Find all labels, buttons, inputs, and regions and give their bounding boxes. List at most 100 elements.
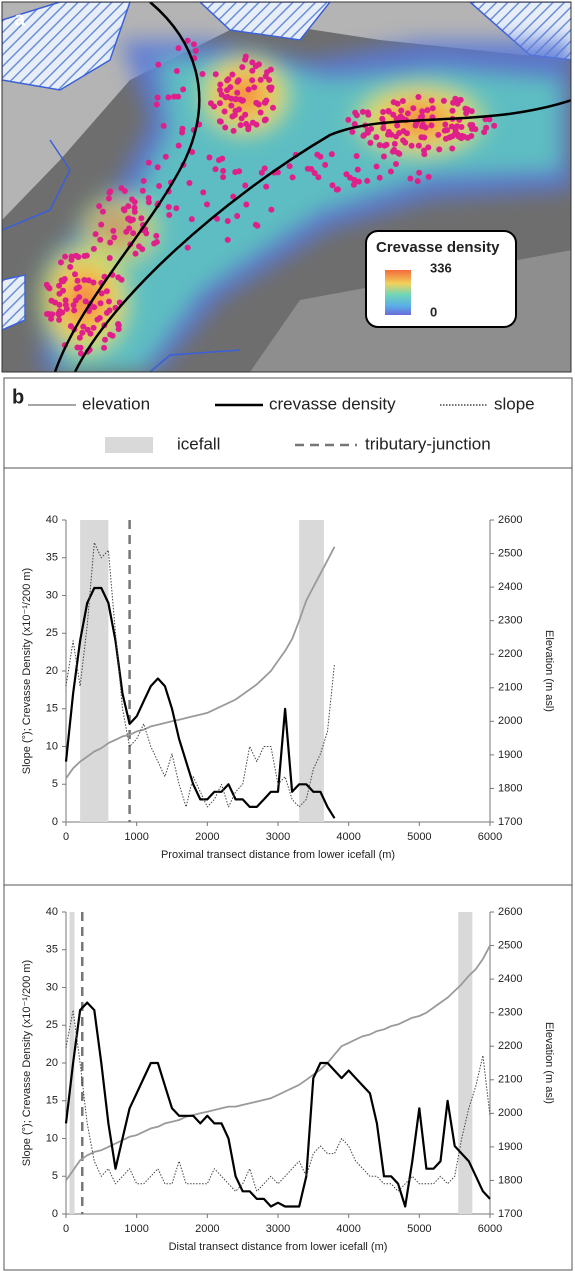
crevasse-point xyxy=(354,153,360,159)
crevasse-point xyxy=(154,101,160,107)
x-tick-label: 1000 xyxy=(124,831,148,843)
crevasse-point xyxy=(106,196,112,202)
crevasse-point xyxy=(96,203,102,209)
crevasse-point xyxy=(217,82,223,88)
crevasse-point xyxy=(225,76,231,82)
y2-tick-label: 2600 xyxy=(498,514,522,526)
crevasse-point xyxy=(236,106,242,112)
crevasse-point xyxy=(416,143,422,149)
crevasse-point xyxy=(345,117,351,123)
crevasse-point xyxy=(227,84,233,90)
crevasse-point xyxy=(262,99,268,105)
x-tick-label: 1000 xyxy=(124,1223,148,1235)
y-tick-label: 20 xyxy=(46,665,58,677)
crevasse-point xyxy=(365,112,371,118)
crevasse-point xyxy=(424,107,430,113)
y2-tick-label: 1800 xyxy=(498,1174,522,1186)
crevasse-point xyxy=(243,202,249,208)
crevasse-point xyxy=(404,130,410,136)
y-tick-label: 35 xyxy=(46,944,58,956)
crevasse-point xyxy=(254,223,260,229)
crevasse-point xyxy=(85,327,91,333)
y2-tick-label: 2200 xyxy=(498,648,522,660)
crevasse-point xyxy=(430,105,436,111)
crevasse-point xyxy=(243,54,249,60)
crevasse-point xyxy=(222,124,228,130)
crevasse-point xyxy=(75,254,81,260)
x-tick-label: 0 xyxy=(63,1223,69,1235)
crevasse-point xyxy=(463,110,469,116)
crevasse-point xyxy=(442,121,448,127)
x-tick-label: 3000 xyxy=(266,1223,290,1235)
crevasse-point xyxy=(329,182,335,188)
y2-tick-label: 1900 xyxy=(498,749,522,761)
crevasse-point xyxy=(390,149,396,155)
crevasse-point xyxy=(102,337,108,343)
crevasse-point xyxy=(415,178,421,184)
crevasse-point xyxy=(93,231,99,237)
crevasse-point xyxy=(393,161,399,167)
y-tick-label: 10 xyxy=(46,1132,58,1144)
crevasse-point xyxy=(354,112,360,118)
crevasse-point xyxy=(367,140,373,146)
crevasse-point xyxy=(239,64,245,70)
crevasse-point xyxy=(83,298,89,304)
crevasse-point xyxy=(48,298,54,304)
x-tick-label: 4000 xyxy=(336,831,360,843)
crevasse-point xyxy=(140,188,146,194)
crevasse-point xyxy=(185,245,191,251)
crevasse-point xyxy=(446,134,452,140)
crevasse-point xyxy=(232,112,238,118)
crevasse-point xyxy=(380,109,386,115)
color-bar xyxy=(385,270,411,315)
y2-tick-label: 1800 xyxy=(498,782,522,794)
crevasse-point xyxy=(49,311,55,317)
x-tick-label: 5000 xyxy=(407,1223,431,1235)
crevasse-point xyxy=(390,112,396,118)
y-tick-label: 30 xyxy=(46,981,58,993)
crevasse-point xyxy=(395,101,401,107)
crevasse-point xyxy=(174,68,180,74)
crevasse-point xyxy=(382,143,388,149)
x-tick-label: 5000 xyxy=(407,831,431,843)
y-tick-label: 40 xyxy=(46,514,58,526)
crevasse-point xyxy=(266,77,272,83)
crevasse-point xyxy=(290,174,296,180)
crevasse-point xyxy=(409,143,415,149)
crevasse-point xyxy=(111,234,117,240)
crevasse-point xyxy=(268,207,274,213)
crevasse-point xyxy=(229,96,235,102)
crevasse-point xyxy=(415,94,421,100)
crevasse-point xyxy=(469,108,475,114)
y2-tick-label: 1700 xyxy=(498,1208,522,1220)
legend-label: icefall xyxy=(177,434,220,453)
crevasse-point xyxy=(213,71,219,77)
y2-axis-title: Elevation (m asl) xyxy=(543,1022,555,1104)
series-line xyxy=(66,1003,490,1207)
crevasse-point xyxy=(191,41,197,47)
crevasse-point xyxy=(269,85,275,91)
crevasse-point xyxy=(426,174,432,180)
crevasse-point xyxy=(393,134,399,140)
legend-label: elevation xyxy=(82,394,150,413)
crevasse-point xyxy=(155,164,161,170)
y-tick-label: 20 xyxy=(46,1057,58,1069)
y2-tick-label: 2500 xyxy=(498,547,522,559)
crevasse-point xyxy=(287,163,293,169)
crevasse-point xyxy=(141,178,147,184)
crevasse-point xyxy=(166,204,172,210)
crevasse-point xyxy=(418,134,424,140)
crevasse-point xyxy=(116,326,122,332)
crevasse-point xyxy=(236,77,242,83)
crevasse-point xyxy=(115,274,121,280)
crevasse-point xyxy=(204,201,210,207)
crevasse-point xyxy=(229,72,235,78)
series-line xyxy=(66,946,490,1181)
legend-label: tributary-junction xyxy=(365,434,491,453)
crevasse-point xyxy=(377,175,383,181)
crevasse-point xyxy=(270,105,276,111)
y2-axis-title: Elevation (m asl) xyxy=(543,630,555,712)
crevasse-point xyxy=(79,330,85,336)
crevasse-point xyxy=(398,114,404,120)
crevasse-point xyxy=(138,215,144,221)
